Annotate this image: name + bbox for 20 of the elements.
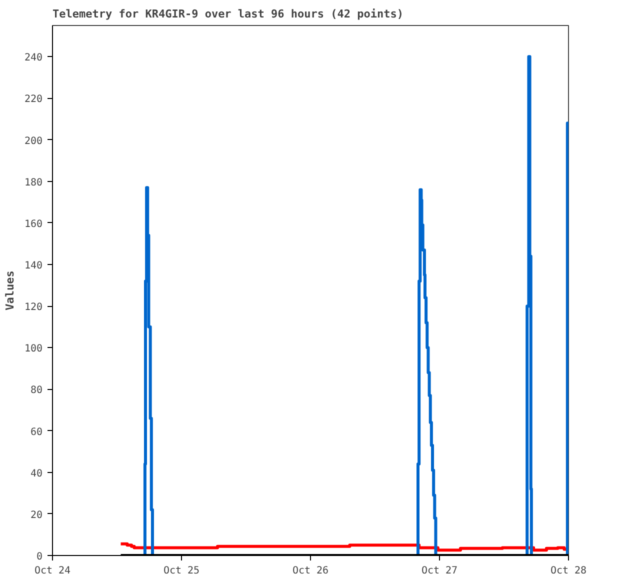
- y-tick-label: 20: [30, 510, 43, 521]
- y-tick-label: 0: [36, 552, 43, 562]
- x-tick-label: Oct 27: [421, 566, 458, 576]
- y-tick-label: 80: [30, 385, 43, 396]
- x-tick-label: Oct 25: [163, 566, 200, 576]
- x-tick-label: Oct 26: [292, 566, 329, 576]
- y-tick-label: 160: [24, 218, 42, 230]
- y-tick-label: 200: [24, 136, 42, 147]
- y-tick-label: 120: [24, 302, 42, 314]
- x-tick-label: Oct 28: [550, 566, 587, 576]
- y-tick-label: 40: [30, 468, 43, 480]
- chart-title: Telemetry for KR4GIR-9 over last 96 hours (42 points): [52, 8, 404, 20]
- y-tick-label: 220: [24, 94, 42, 106]
- y-tick-label: 60: [30, 426, 43, 438]
- x-tick-label: Oct 24: [34, 566, 71, 576]
- y-tick-label: 240: [24, 52, 42, 64]
- y-tick-label: 140: [24, 260, 42, 272]
- y-tick-label: 100: [24, 344, 42, 355]
- y-axis-title: Values: [3, 270, 16, 310]
- y-tick-label: 180: [24, 177, 42, 188]
